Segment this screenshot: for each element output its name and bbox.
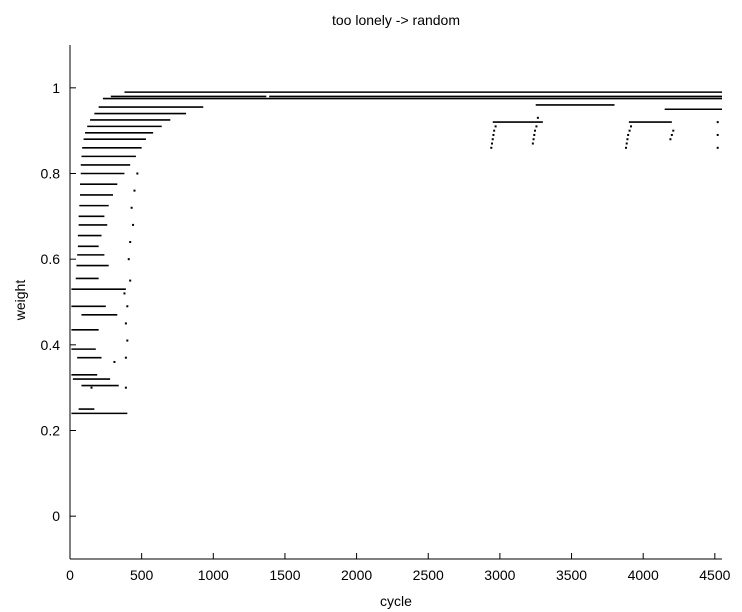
data-point	[133, 189, 136, 192]
data-point	[90, 386, 93, 389]
data-marks	[71, 91, 722, 415]
y-tick-label: 0.4	[41, 337, 61, 353]
data-point	[136, 172, 139, 175]
data-point	[124, 322, 127, 325]
data-point	[126, 305, 129, 308]
data-point	[670, 133, 673, 136]
data-point	[113, 360, 116, 363]
x-axis-label: cycle	[380, 593, 412, 609]
y-axis-label: weight	[12, 280, 28, 322]
data-point	[124, 356, 127, 359]
data-point	[494, 125, 497, 128]
data-point	[532, 138, 535, 141]
y-tick-label: 1	[52, 80, 60, 96]
data-point	[626, 138, 629, 141]
data-point	[123, 292, 126, 295]
data-point	[129, 241, 132, 244]
data-point	[531, 142, 534, 145]
data-point	[628, 129, 631, 132]
x-tick-label: 0	[66, 567, 74, 583]
x-tick-label: 1000	[198, 567, 229, 583]
x-tick-label: 1500	[269, 567, 300, 583]
data-point	[132, 223, 135, 226]
data-point	[533, 133, 536, 136]
data-point	[625, 142, 628, 145]
data-point	[716, 133, 719, 136]
data-point	[493, 129, 496, 132]
data-point	[533, 129, 536, 132]
x-tick-label: 3000	[484, 567, 515, 583]
data-point	[716, 121, 719, 124]
y-tick-label: 0	[52, 508, 60, 524]
data-point	[535, 125, 538, 128]
axis-ticks: 0 500 1000 1500 2000 2500 3000 3500 4000 4500 0 0.2…	[41, 80, 731, 583]
data-point	[536, 116, 539, 119]
y-tick-label: 0.2	[41, 423, 61, 439]
x-tick-label: 3500	[556, 567, 587, 583]
data-point	[127, 258, 130, 261]
x-tick-label: 4000	[628, 567, 659, 583]
data-point	[716, 146, 719, 149]
data-point	[624, 146, 627, 149]
data-point	[672, 129, 675, 132]
data-point	[669, 138, 672, 141]
x-tick-label: 500	[130, 567, 154, 583]
x-tick-label: 2500	[413, 567, 444, 583]
plot-area	[70, 45, 722, 559]
x-tick-label: 2000	[341, 567, 372, 583]
data-point	[124, 386, 127, 389]
data-point	[126, 339, 129, 342]
x-tick-label: 4500	[699, 567, 730, 583]
data-point	[630, 125, 633, 128]
y-tick-label: 0.6	[41, 251, 61, 267]
data-point	[490, 146, 493, 149]
data-point	[130, 206, 133, 209]
y-tick-label: 0.8	[41, 166, 61, 182]
data-point	[491, 142, 494, 145]
data-point	[627, 133, 630, 136]
data-point	[492, 133, 495, 136]
chart-title: too lonely -> random	[332, 12, 460, 28]
data-point	[491, 138, 494, 141]
data-point	[129, 279, 132, 282]
